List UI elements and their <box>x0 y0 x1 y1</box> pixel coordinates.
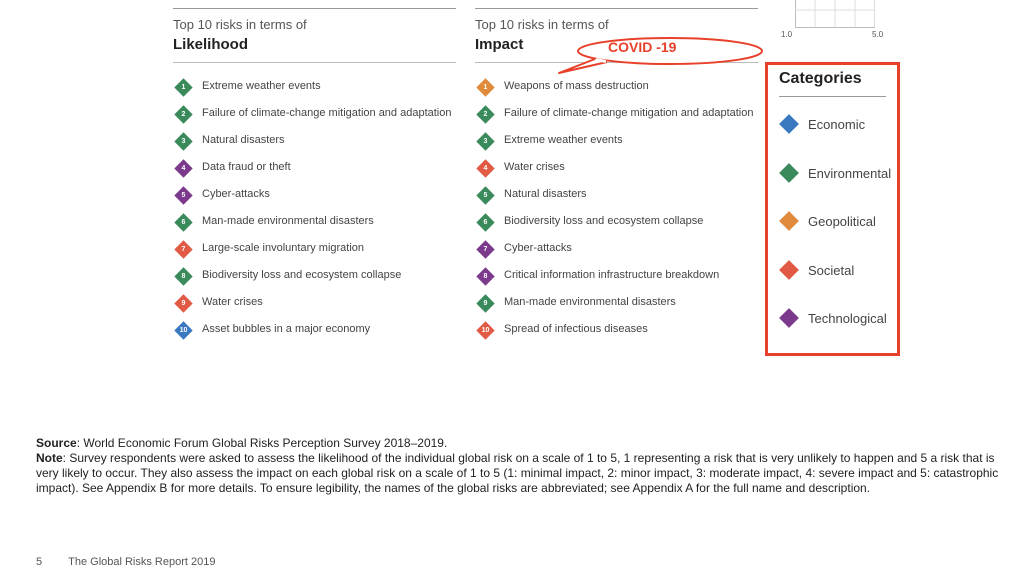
category-label: Technological <box>808 311 887 326</box>
risk-rank: 3 <box>181 138 186 145</box>
risk-label: Biodiversity loss and ecosystem collapse <box>202 269 402 281</box>
risk-rank: 2 <box>181 111 186 118</box>
risk-label: Failure of climate-change mitigation and… <box>504 107 754 119</box>
category-label: Environmental <box>808 165 892 181</box>
note-text: : Survey respondents were asked to asses… <box>36 451 999 495</box>
risk-label: Weapons of mass destruction <box>504 80 649 92</box>
impact-top-rule <box>475 8 758 9</box>
risk-label: Critical information infrastructure brea… <box>504 269 720 281</box>
risk-rank: 2 <box>483 111 488 118</box>
risk-label: Failure of climate-change mitigation and… <box>202 107 452 119</box>
risk-rank: 8 <box>181 273 186 280</box>
risk-rank: 7 <box>483 246 488 253</box>
covid-callout-bubble <box>558 37 763 74</box>
risk-label: Asset bubbles in a major economy <box>202 323 371 335</box>
risk-label: Natural disasters <box>504 188 587 200</box>
likelihood-pre-title: Top 10 risks in terms of <box>173 17 307 32</box>
risk-rank: 4 <box>181 165 186 172</box>
categories-title: Categories <box>779 70 862 87</box>
risk-rank: 3 <box>483 138 488 145</box>
risk-rank: 1 <box>181 84 186 91</box>
report-title: The Global Risks Report 2019 <box>68 556 216 568</box>
category-label: Geopolitical <box>808 214 876 229</box>
risk-rank: 10 <box>481 327 490 334</box>
likelihood-title-rule <box>173 62 456 63</box>
risk-rank: 10 <box>179 327 188 334</box>
risk-rank: 9 <box>181 300 186 307</box>
risk-rank: 7 <box>181 246 186 253</box>
likelihood-top-rule <box>173 8 456 9</box>
category-label: Societal <box>808 262 855 278</box>
category-label: Economic <box>808 117 866 132</box>
risk-label: Large-scale involuntary migration <box>202 242 365 254</box>
impact-title: Impact <box>475 36 524 53</box>
categories-rule <box>779 96 886 97</box>
risk-label: Water crises <box>504 161 565 173</box>
risk-label: Biodiversity loss and ecosystem collapse <box>504 215 704 227</box>
risk-label: Water crises <box>202 296 263 308</box>
risk-rank: 5 <box>483 192 488 199</box>
categories-highlight-box <box>765 62 900 356</box>
risk-rank: 5 <box>181 192 186 199</box>
tick-left: 1.0 <box>781 30 793 39</box>
risk-label: Man-made environmental disasters <box>504 296 676 308</box>
note-label: Note <box>36 451 63 465</box>
impact-pre-title: Top 10 risks in terms of <box>475 17 609 32</box>
likelihood-header: Top 10 risks in terms of Likelihood <box>173 8 456 63</box>
risk-rank: 9 <box>483 300 488 307</box>
risk-rank: 6 <box>483 219 488 226</box>
risk-label: Extreme weather events <box>202 80 321 92</box>
risk-rank: 4 <box>483 165 488 172</box>
source-and-note: Source: World Economic Forum Global Risk… <box>36 436 1006 496</box>
chart-fragment <box>795 0 875 28</box>
risk-label: Man-made environmental disasters <box>202 215 374 227</box>
page-number: 5 <box>36 556 43 568</box>
risk-label: Cyber-attacks <box>504 242 572 254</box>
tick-right: 5.0 <box>872 30 884 39</box>
likelihood-title: Likelihood <box>173 36 248 53</box>
source-text: : World Economic Forum Global Risks Perc… <box>76 436 448 450</box>
risk-rank: 8 <box>483 273 488 280</box>
risk-rank: 6 <box>181 219 186 226</box>
risk-label: Cyber-attacks <box>202 188 270 200</box>
page-footer: 5 The Global Risks Report 2019 <box>36 556 241 568</box>
risk-label: Natural disasters <box>202 134 285 146</box>
risk-label: Extreme weather events <box>504 134 623 146</box>
risk-label: Data fraud or theft <box>202 161 291 173</box>
risk-rank: 1 <box>483 84 488 91</box>
risk-label: Spread of infectious diseases <box>504 323 648 335</box>
source-label: Source <box>36 436 77 450</box>
covid-callout-text: COVID -19 <box>608 39 677 55</box>
